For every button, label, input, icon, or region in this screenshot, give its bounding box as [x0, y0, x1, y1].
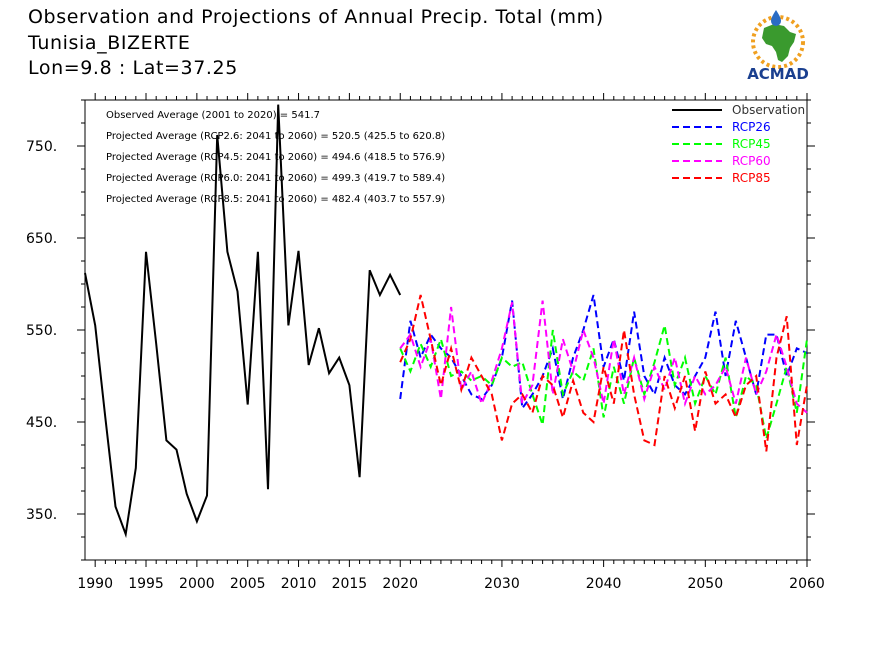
- y-tick-label: 350.: [26, 507, 57, 523]
- annotation-line: Projected Average (RCP6.0: 2041 to 2060)…: [106, 173, 445, 184]
- x-tick-label: 1990: [77, 576, 113, 592]
- station-coordinates: Lon=9.8 : Lat=37.25: [28, 57, 238, 79]
- logo-text: ACMAD: [747, 65, 809, 82]
- series-line-rcp26: [399, 294, 808, 411]
- y-tick-label: 450.: [26, 415, 57, 431]
- annotation-line: Observed Average (2001 to 2020) = 541.7: [106, 110, 320, 121]
- x-tick-label: 1995: [128, 576, 164, 592]
- x-tick-label: 2050: [687, 576, 723, 592]
- series-line-rcp85: [399, 294, 808, 452]
- chart-title: Observation and Projections of Annual Pr…: [28, 6, 604, 28]
- legend-label: RCP26: [732, 120, 771, 134]
- annotation-line: Projected Average (RCP4.5: 2041 to 2060)…: [106, 152, 445, 163]
- africa-map-icon: [762, 24, 796, 62]
- x-tick-label: 2015: [332, 576, 368, 592]
- legend: Observation RCP26 RCP45 RCP60 RCP85: [672, 103, 805, 185]
- legend-label: RCP85: [732, 171, 771, 185]
- y-tick-label: 750.: [26, 139, 57, 155]
- x-tick-label: 2020: [382, 576, 418, 592]
- water-drop-icon: [771, 10, 781, 26]
- plot-frame: [84, 99, 808, 561]
- axis-ticks: 1990 1995 2000 2005 2010 2015 2020 2030 2040 2050…: [26, 93, 825, 592]
- x-tick-label: 2030: [484, 576, 520, 592]
- x-tick-label: 2060: [789, 576, 825, 592]
- annotation-block: Observed Average (2001 to 2020) = 541.7 P…: [106, 110, 445, 205]
- acmad-logo: ACMAD: [747, 10, 809, 82]
- annotation-line: Projected Average (RCP2.6: 2041 to 2060)…: [106, 131, 445, 142]
- x-tick-label: 2005: [230, 576, 266, 592]
- y-tick-label: 650.: [26, 231, 57, 247]
- series-group: [84, 104, 808, 539]
- axes: [84, 99, 808, 561]
- station-name: Tunisia_BIZERTE: [28, 32, 191, 54]
- series-line-observation: [84, 104, 402, 539]
- annotation-line: Projected Average (RCP8.5: 2041 to 2060)…: [106, 194, 445, 205]
- sun-rays-icon: [751, 15, 805, 69]
- x-tick-label: 2000: [179, 576, 215, 592]
- x-tick-label: 2010: [281, 576, 317, 592]
- series-line-rcp60: [399, 300, 808, 414]
- legend-label: Observation: [732, 103, 805, 117]
- legend-label: RCP60: [732, 154, 771, 168]
- y-tick-label: 550.: [26, 323, 57, 339]
- legend-label: RCP45: [732, 137, 771, 151]
- x-tick-label: 2040: [586, 576, 622, 592]
